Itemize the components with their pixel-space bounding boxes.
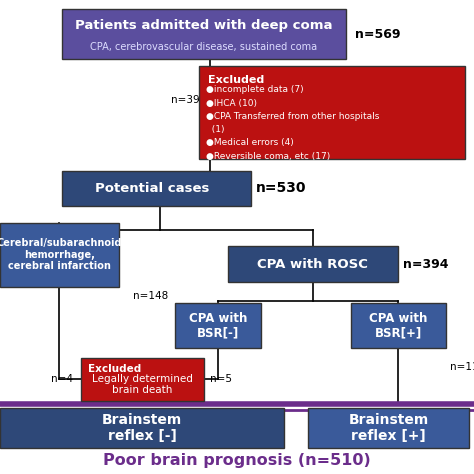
Text: CPA with
BSR[-]: CPA with BSR[-] (189, 312, 247, 340)
FancyBboxPatch shape (175, 303, 261, 348)
Text: Brainstem
reflex [-]: Brainstem reflex [-] (102, 413, 182, 443)
Text: n=11: n=11 (450, 362, 474, 373)
Text: Excluded: Excluded (88, 364, 141, 374)
Text: ●Medical errors (4): ●Medical errors (4) (206, 138, 294, 147)
FancyBboxPatch shape (0, 408, 284, 448)
FancyBboxPatch shape (62, 171, 251, 206)
Text: Patients admitted with deep coma: Patients admitted with deep coma (75, 19, 333, 32)
Text: Legally determined
brain death: Legally determined brain death (92, 374, 192, 395)
FancyBboxPatch shape (228, 246, 398, 282)
Text: Brainstem
reflex [+]: Brainstem reflex [+] (348, 413, 429, 443)
Text: CPA with ROSC: CPA with ROSC (257, 258, 368, 271)
Text: ●Reversible coma, etc (17): ●Reversible coma, etc (17) (206, 152, 330, 161)
Text: n=4: n=4 (52, 374, 73, 384)
Text: Excluded: Excluded (208, 75, 264, 85)
Text: ●CPA Transferred from other hospitals: ●CPA Transferred from other hospitals (206, 112, 380, 121)
Text: CPA with
BSR[+]: CPA with BSR[+] (369, 312, 428, 340)
FancyBboxPatch shape (81, 358, 204, 401)
Text: ●IHCA (10): ●IHCA (10) (206, 99, 257, 108)
Text: n=530: n=530 (256, 182, 307, 195)
Text: n=148: n=148 (133, 291, 168, 301)
Text: (1): (1) (206, 125, 225, 134)
Text: ●incomplete data (7): ●incomplete data (7) (206, 85, 304, 94)
FancyBboxPatch shape (199, 66, 465, 159)
Text: Poor brain prognosis (n=510): Poor brain prognosis (n=510) (103, 453, 371, 468)
Text: Potential cases: Potential cases (95, 182, 210, 195)
Text: Cerebral/subarachnoid
hemorrhage,
cerebral infarction: Cerebral/subarachnoid hemorrhage, cerebr… (0, 238, 122, 272)
FancyBboxPatch shape (0, 223, 118, 287)
Text: n=394: n=394 (403, 258, 448, 271)
Text: n=39: n=39 (172, 94, 200, 105)
Text: n=569: n=569 (356, 28, 401, 41)
FancyBboxPatch shape (62, 9, 346, 59)
FancyBboxPatch shape (351, 303, 446, 348)
Text: CPA, cerebrovascular disease, sustained coma: CPA, cerebrovascular disease, sustained … (90, 42, 318, 52)
Text: n=5: n=5 (210, 374, 231, 384)
FancyBboxPatch shape (308, 408, 469, 448)
